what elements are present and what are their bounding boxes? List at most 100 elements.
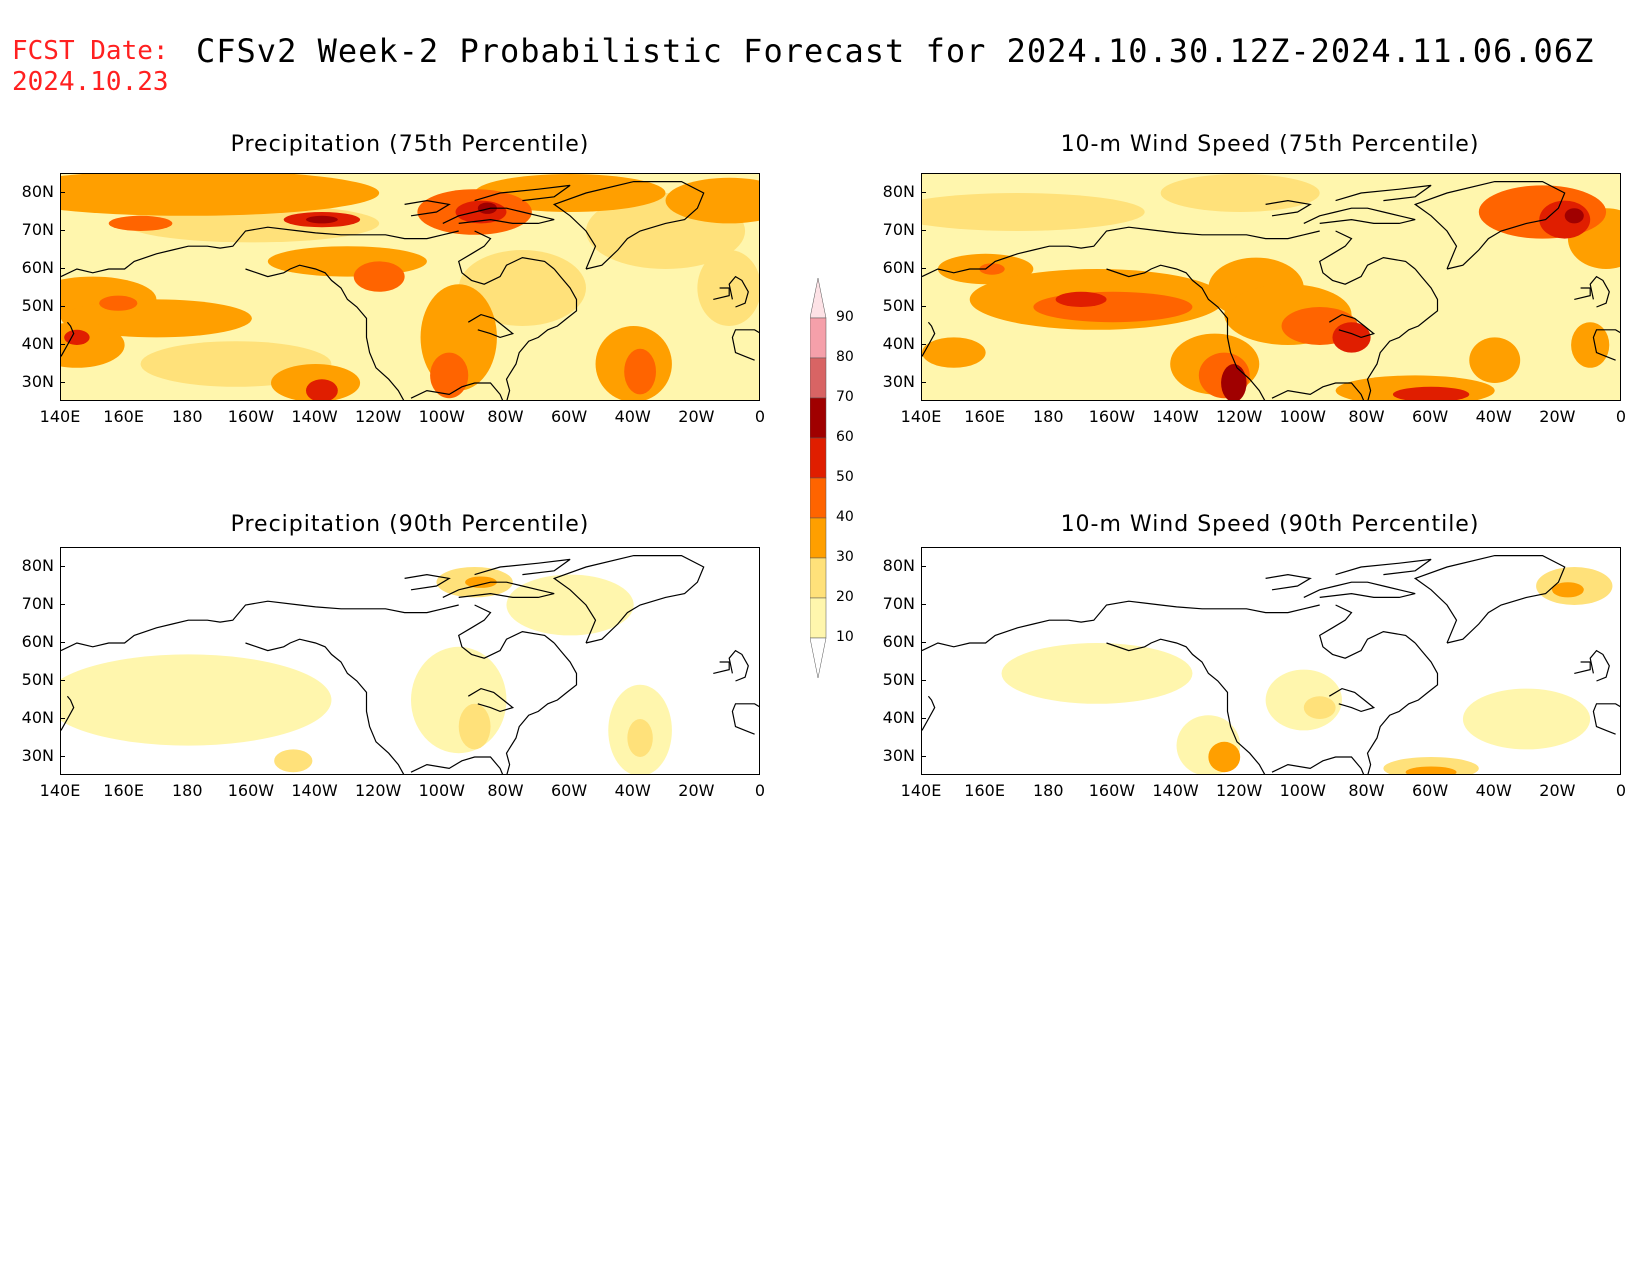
- coastline: [1413, 554, 1566, 644]
- lat-tick: [60, 268, 65, 269]
- coastline: [552, 554, 705, 644]
- lat-tick: [60, 192, 65, 193]
- coastline: [505, 642, 578, 774]
- lon-label: 180: [171, 781, 203, 800]
- probability-area: [624, 348, 656, 395]
- lat-tick: [921, 230, 926, 231]
- lat-label: 60N: [21, 632, 54, 651]
- colorbar-label: 50: [836, 469, 854, 485]
- coastline: [1265, 199, 1312, 217]
- map2-field: [61, 548, 759, 774]
- coastline: [922, 226, 1320, 278]
- lon-label: 0: [1615, 781, 1627, 800]
- colorbar-bin: [810, 597, 827, 639]
- colorbar-bin: [810, 357, 827, 399]
- lon-label: 20W: [678, 781, 715, 800]
- coastline: [410, 756, 504, 774]
- lat-tick: [921, 306, 926, 307]
- coastline: [552, 180, 705, 270]
- coastline: [1106, 264, 1266, 400]
- lat-tick: [921, 268, 926, 269]
- probability-area: [411, 646, 507, 754]
- coastline: [457, 604, 555, 659]
- coastline: [404, 573, 451, 591]
- probability-area: [1383, 757, 1479, 774]
- lon-label: 80W: [487, 781, 524, 800]
- colorbar-bin: [810, 397, 827, 439]
- lon-label: 160E: [964, 407, 1005, 426]
- coastline: [1589, 275, 1610, 308]
- lon-label: 20W: [1539, 407, 1576, 426]
- lon-label: 120W: [1215, 407, 1263, 426]
- lon-label: 160W: [1088, 407, 1136, 426]
- probability-area: [353, 261, 405, 292]
- lon-label: 100W: [418, 407, 465, 426]
- lon-label: 180: [1032, 407, 1064, 426]
- coastline: [1574, 287, 1591, 300]
- probability-area: [1208, 741, 1241, 773]
- panel-title-precip-90: Precipitation (90th Percentile): [230, 512, 590, 537]
- colorbar-bin: [810, 557, 827, 599]
- lat-tick: [60, 718, 65, 719]
- lat-tick: [921, 192, 926, 193]
- lat-tick: [921, 604, 926, 605]
- coastline: [474, 184, 571, 202]
- forecast-date-label: FCST Date: 2024.10.23: [12, 36, 169, 98]
- colorbar-label: 40: [836, 509, 854, 525]
- colorbar-label: 70: [836, 389, 854, 405]
- probability-area: [306, 379, 338, 400]
- probability-area: [1332, 322, 1371, 353]
- lon-label: 0: [754, 781, 766, 800]
- probability-area: [922, 337, 986, 368]
- map-precip-90: [60, 547, 760, 775]
- lon-label: 80W: [1348, 781, 1385, 800]
- lon-label: 180: [1032, 781, 1064, 800]
- colorbar-bin: [810, 278, 827, 319]
- lon-label: 140W: [291, 781, 338, 800]
- colorbar-label: 30: [836, 549, 854, 565]
- coastline: [474, 558, 571, 576]
- probability-area: [108, 215, 173, 231]
- coastline: [728, 275, 749, 308]
- lat-tick: [921, 718, 926, 719]
- coastline: [404, 199, 451, 217]
- panel-title-wind-90: 10-m Wind Speed (90th Percentile): [1060, 512, 1480, 537]
- lat-label: 60N: [882, 632, 915, 651]
- probability-area: [627, 719, 653, 757]
- lat-label: 50N: [882, 296, 915, 315]
- lon-label: 160W: [1088, 781, 1136, 800]
- map0-field: [61, 174, 759, 400]
- colorbar-bin: [810, 517, 827, 559]
- lat-tick: [921, 642, 926, 643]
- lat-tick: [60, 566, 65, 567]
- lat-label: 50N: [21, 296, 54, 315]
- lon-label: 0: [1615, 407, 1627, 426]
- probability-area: [922, 193, 1145, 231]
- probability-area: [1033, 291, 1193, 323]
- colorbar-bin: [810, 317, 827, 359]
- lon-label: 160E: [103, 407, 144, 426]
- coastline: [731, 329, 759, 361]
- probability-area: [61, 174, 380, 216]
- lon-label: 120W: [354, 781, 402, 800]
- probability-area: [61, 654, 332, 746]
- lon-label: 0: [754, 407, 766, 426]
- coastline: [467, 313, 515, 339]
- lat-tick: [60, 344, 65, 345]
- probability-area: [477, 202, 497, 214]
- lon-label: 40W: [1475, 407, 1512, 426]
- lon-label: 160E: [964, 781, 1005, 800]
- coastline: [1366, 642, 1439, 774]
- colorbar-label: 80: [836, 349, 854, 365]
- lat-tick: [921, 680, 926, 681]
- coastline: [61, 226, 459, 278]
- probability-area: [1392, 386, 1470, 400]
- coastline: [1335, 558, 1432, 576]
- lon-label: 160E: [103, 781, 144, 800]
- coastline: [1335, 184, 1432, 202]
- probability-area: [430, 352, 469, 399]
- probability-area: [1160, 174, 1320, 212]
- lat-tick: [60, 230, 65, 231]
- probability-area: [1221, 364, 1247, 400]
- colorbar-bin: [810, 637, 827, 678]
